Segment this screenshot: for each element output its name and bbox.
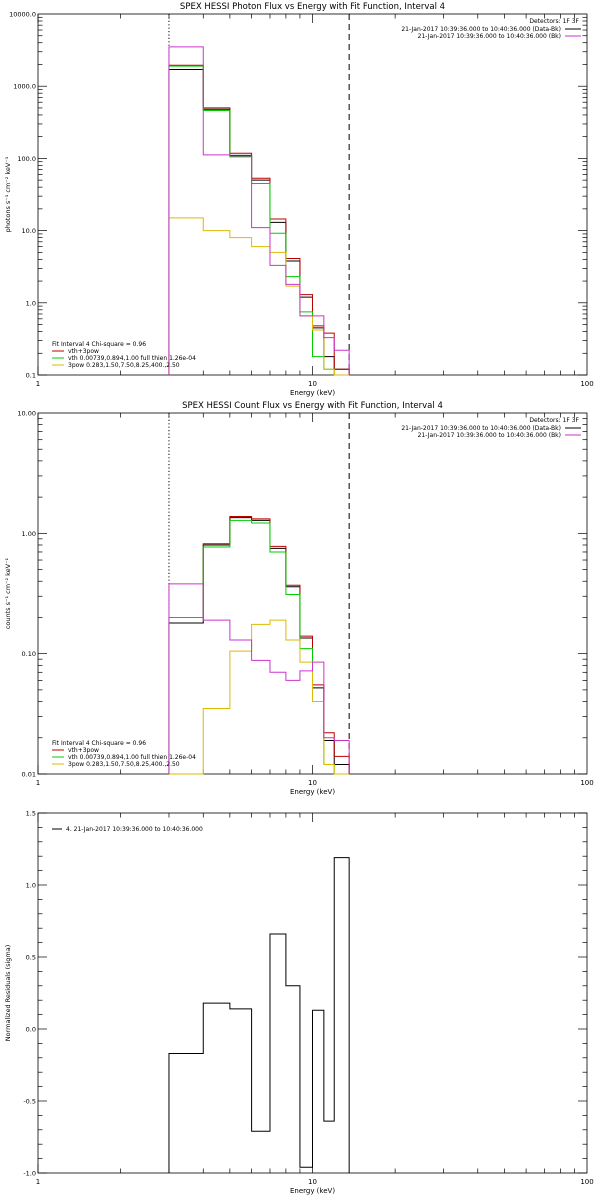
legend-entry-label: vth+3pow: [68, 747, 99, 754]
y-tick-label: 0.5: [26, 954, 36, 962]
y-tick-label: -0.5: [23, 1098, 36, 1106]
y-axis-label: Normalized Residuals (sigma): [4, 945, 12, 1042]
legend-bottom-left: Fit Interval 4 Chi-square = 0.96vth+3pow…: [52, 740, 196, 768]
x-tick-label: 1: [36, 779, 40, 787]
x-axis-ticks: 1 10 100: [36, 413, 594, 787]
y-axis-ticks: 0.01 0.10 1.00 10.00: [17, 410, 587, 779]
legend-entry-label: vth+3pow: [68, 348, 99, 355]
legend-entry-label: 4. 21-Jan-2017 10:39:36.000 to 10:40:36.…: [66, 826, 203, 833]
legend-entry-label: 3pow 0.283,1.50,7.50,8.25,400.,2.50: [68, 761, 180, 768]
legend-entry-label: 21-Jan-2017 10:39:36.000 to 10:40:36.000…: [401, 425, 561, 432]
plot-frame: [37, 412, 588, 775]
legend-entry-label: 21-Jan-2017 10:39:36.000 to 10:40:36.000…: [418, 432, 561, 439]
y-tick-label: 10.0: [22, 227, 36, 235]
chart-title: SPEX HESSI Photon Flux vs Energy with Fi…: [180, 2, 445, 12]
series-line-3: [168, 65, 350, 376]
y-axis-ticks: -1.0 -0.5 0.0 0.5 1.0 1.5: [23, 810, 587, 1178]
legend-entry-label: vth 0.00739,0.894,1.00 full thien 1.26e-…: [68, 754, 196, 761]
y-tick-label: 1000.0: [13, 83, 36, 91]
y-tick-label: 1.0: [26, 299, 36, 307]
legend-header: Detectors: 1F 3F: [529, 18, 579, 25]
x-tick-label: 100: [580, 779, 593, 787]
legend-inset: 4. 21-Jan-2017 10:39:36.000 to 10:40:36.…: [52, 826, 203, 833]
y-tick-label: -1.0: [23, 1170, 36, 1178]
chart-title: SPEX HESSI Count Flux vs Energy with Fit…: [182, 401, 443, 411]
series-line-3: [168, 519, 350, 775]
series-line-1: [168, 857, 350, 1173]
y-tick-label: 100.0: [17, 155, 36, 163]
legend-entry-label: 21-Jan-2017 10:39:36.000 to 10:40:36.000…: [418, 33, 561, 40]
x-axis-ticks: 1 10 100: [36, 813, 594, 1186]
y-axis-label: photons s⁻¹ cm⁻² keV⁻¹: [4, 156, 12, 232]
y-axis-label: counts s⁻¹ cm⁻² keV⁻¹: [4, 557, 12, 629]
legend-entry-label: 21-Jan-2017 10:39:36.000 to 10:40:36.000…: [401, 26, 561, 33]
x-tick-label: 100: [580, 380, 593, 388]
series-line-1: [168, 517, 350, 774]
x-tick-label: 10: [308, 380, 317, 388]
y-tick-label: 1.0: [26, 882, 36, 890]
x-tick-label: 100: [580, 1178, 593, 1186]
series-line-4: [168, 217, 350, 376]
series-line-5: [168, 583, 350, 774]
x-axis-label: Energy (keV): [290, 788, 335, 796]
series-line-2: [168, 64, 350, 375]
legend-entry-label: vth 0.00739,0.894,1.00 full thien 1.26e-…: [68, 355, 196, 362]
series-line-5: [168, 46, 350, 375]
y-tick-label: 10.00: [17, 410, 36, 418]
legend-bottom-left: Fit Interval 4 Chi-square = 0.96vth+3pow…: [52, 341, 196, 369]
y-tick-label: 0.1: [26, 372, 36, 380]
x-axis-label: Energy (keV): [290, 389, 335, 397]
x-axis-ticks: 1 10 100: [36, 14, 594, 388]
y-tick-label: 1.5: [26, 810, 36, 818]
x-tick-label: 10: [308, 1178, 317, 1186]
series-line-1: [168, 69, 350, 375]
x-tick-label: 1: [36, 1178, 40, 1186]
panel-2: SPEX HESSI Count Flux vs Energy with Fit…: [4, 401, 594, 796]
legend-header: Fit Interval 4 Chi-square = 0.96: [52, 341, 146, 348]
y-tick-label: 0.01: [22, 771, 36, 779]
y-tick-label: 0.0: [26, 1026, 36, 1034]
series-line-2: [168, 516, 350, 774]
x-tick-label: 10: [308, 779, 317, 787]
legend-header: Fit Interval 4 Chi-square = 0.96: [52, 740, 146, 747]
series-line-4: [168, 619, 350, 775]
x-tick-label: 1: [36, 380, 40, 388]
x-axis-label: Energy (keV): [290, 1187, 335, 1195]
y-axis-ticks: 0.1 1.0 10.0 100.0 1000.0 10000.0: [9, 11, 587, 380]
y-tick-label: 1.00: [22, 530, 36, 538]
legend-header: Detectors: 1F 3F: [529, 417, 579, 424]
panel-3: 1 10 100 Energy (keV) -1.0 -0.5 0.0 0.5 1.0 1.5 No…: [4, 810, 594, 1196]
legend-entry-label: 3pow 0.283,1.50,7.50,8.25,400.,2.50: [68, 362, 180, 369]
y-tick-label: 0.10: [22, 650, 36, 658]
panel-1: SPEX HESSI Photon Flux vs Energy with Fi…: [4, 2, 594, 397]
y-tick-label: 10000.0: [9, 11, 36, 19]
